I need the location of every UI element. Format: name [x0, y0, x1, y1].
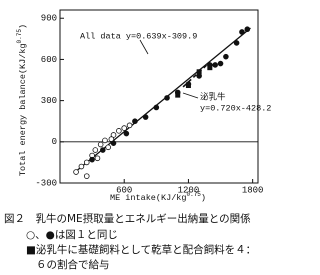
x-axis-label: ME intake(KJ/kg0.75) [110, 191, 206, 203]
point [223, 53, 229, 60]
leader-line [139, 39, 149, 55]
point [153, 104, 160, 111]
y-label-exponent: 0.75 [16, 29, 23, 44]
y-tick-label: -300 [35, 178, 57, 188]
point [175, 92, 181, 98]
x-label-exponent: 0.75 [187, 191, 202, 198]
point [207, 65, 213, 71]
point [239, 29, 245, 35]
annotation-lactating-eq: y=0.720x-428.2 [200, 103, 271, 113]
y-label-close: ) [18, 24, 28, 29]
figure: ME intake(KJ/kg0.75) Total energy balanc… [4, 9, 271, 271]
point [164, 95, 170, 101]
fit-line [75, 27, 251, 172]
x-tick-label: 1800 [242, 185, 264, 195]
point [196, 69, 202, 75]
caption-line: ６の割合で給与 [36, 258, 110, 271]
point [142, 114, 149, 120]
point [97, 141, 104, 148]
point [73, 169, 79, 175]
x-label-text: ME intake(KJ/kg [110, 193, 187, 203]
point [132, 118, 138, 125]
point [83, 173, 90, 179]
point [217, 60, 224, 67]
caption-line: ■泌乳牛に基礎飼料として乾草と配合飼料を４： [26, 243, 256, 256]
point [89, 156, 95, 163]
point [123, 130, 130, 137]
point [185, 83, 191, 89]
point [105, 144, 111, 151]
y-tick-label: 300 [41, 96, 57, 106]
x-tick-label: 1200 [178, 185, 200, 195]
point [244, 26, 251, 33]
annotation-lactating: 泌乳牛 [200, 91, 226, 102]
plot-frame [59, 9, 259, 184]
point [92, 147, 99, 153]
y-tick-label: 0 [52, 137, 57, 147]
annotation-all-data: All data y=0.639x-309.9 [80, 31, 197, 41]
point [233, 40, 240, 46]
x-label-close: ) [201, 193, 206, 203]
leader-line [182, 92, 199, 99]
y-label-text: Total energy balance(KJ/kg [18, 43, 28, 176]
y-tick-label: 900 [41, 14, 57, 24]
caption-line: 図２ 乳牛のME摂取量とエネルギー出納量との関係 [4, 212, 251, 225]
point [83, 159, 90, 166]
point [121, 125, 128, 131]
point [126, 122, 133, 129]
point [78, 163, 85, 170]
point [116, 128, 122, 134]
y-axis-label: Total energy balance(KJ/kg0.75) [16, 24, 28, 176]
x-tick-label: 600 [116, 185, 132, 195]
y-tick-label: 600 [41, 55, 57, 65]
point [94, 155, 101, 162]
point [102, 137, 108, 144]
point [110, 140, 117, 146]
fit-line [182, 61, 211, 88]
point [100, 147, 106, 153]
caption-line: ○、●は図１と同じ [26, 229, 118, 241]
point [212, 62, 218, 68]
